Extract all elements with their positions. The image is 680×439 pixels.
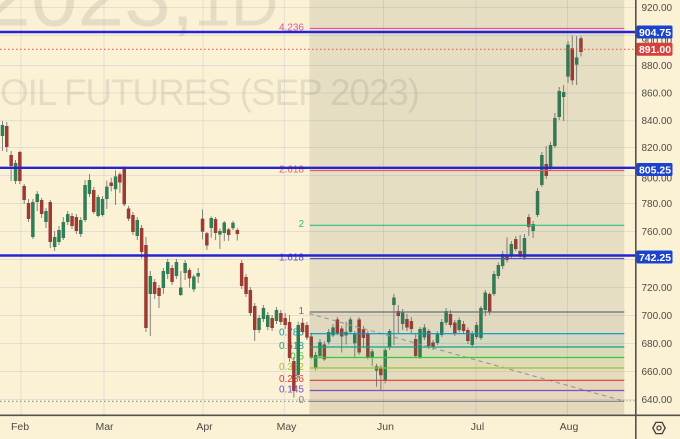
svg-text:1: 1: [298, 306, 304, 317]
svg-text:Mar: Mar: [95, 421, 114, 433]
svg-text:700.00: 700.00: [642, 311, 673, 322]
svg-text:Jun: Jun: [377, 421, 394, 433]
svg-text:1.618: 1.618: [279, 253, 304, 264]
svg-text:0.145: 0.145: [279, 384, 304, 395]
svg-text:742.25: 742.25: [639, 252, 671, 264]
svg-text:840.00: 840.00: [642, 116, 673, 127]
svg-text:Jul: Jul: [471, 421, 484, 433]
svg-text:900.00: 900.00: [642, 36, 673, 47]
svg-text:2023,: 2023,: [0, 0, 194, 44]
svg-text:0: 0: [298, 395, 304, 406]
svg-text:0.786: 0.786: [279, 328, 304, 339]
svg-text:660.00: 660.00: [642, 367, 673, 378]
svg-text:904.75: 904.75: [639, 27, 671, 39]
svg-text:0.382: 0.382: [279, 362, 304, 373]
svg-text:680.00: 680.00: [642, 339, 673, 350]
svg-text:Feb: Feb: [11, 421, 29, 433]
svg-text:880.00: 880.00: [642, 61, 673, 72]
svg-text:640.00: 640.00: [642, 395, 673, 406]
svg-text:2: 2: [298, 219, 304, 230]
svg-text:800.00: 800.00: [642, 174, 673, 185]
svg-text:891.00: 891.00: [639, 44, 671, 56]
svg-text:0.236: 0.236: [279, 374, 304, 385]
svg-text:OIL FUTURES (SEP 2023): OIL FUTURES (SEP 2023): [0, 72, 420, 113]
svg-text:780.00: 780.00: [642, 199, 673, 210]
svg-text:1D: 1D: [194, 0, 278, 40]
svg-text:Aug: Aug: [560, 421, 579, 433]
svg-text:920.00: 920.00: [642, 3, 673, 14]
svg-text:May: May: [277, 421, 298, 433]
svg-text:Apr: Apr: [196, 421, 213, 433]
svg-text:0.618: 0.618: [279, 341, 304, 352]
svg-text:720.00: 720.00: [642, 283, 673, 294]
svg-text:820.00: 820.00: [642, 143, 673, 154]
svg-text:760.00: 760.00: [642, 227, 673, 238]
svg-text:860.00: 860.00: [642, 89, 673, 100]
svg-text:4.236: 4.236: [279, 22, 304, 33]
svg-text:805.25: 805.25: [639, 164, 671, 176]
svg-text:2.618: 2.618: [279, 164, 304, 175]
